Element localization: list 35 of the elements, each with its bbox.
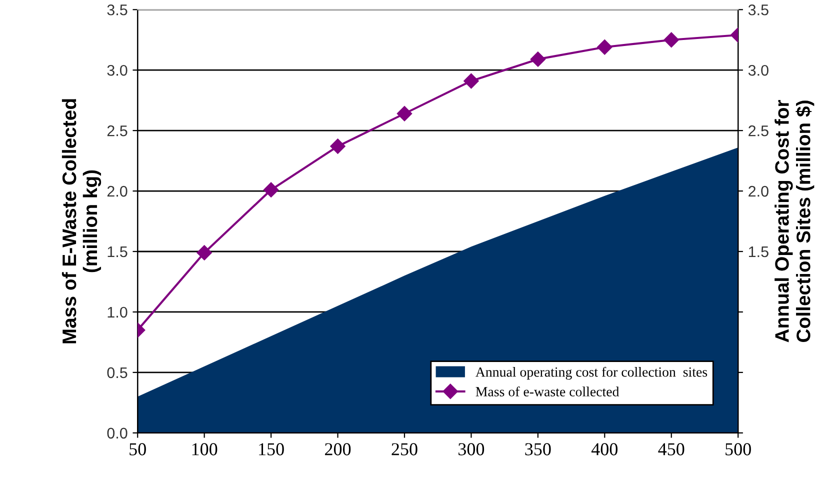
y-tick-label: 3.0 [107, 64, 128, 76]
x-tick-label: 250 [392, 443, 418, 456]
x-tick-label: 500 [726, 443, 751, 456]
point [664, 32, 679, 48]
y-tick-label: 0.5 [107, 367, 128, 378]
point [597, 40, 612, 55]
point [396, 106, 412, 122]
x-tick-label: 400 [591, 443, 618, 456]
x-tick-label: 350 [525, 443, 551, 456]
y-tick-label: 1.0 [108, 306, 128, 318]
y-axis-title: Mass of E-Waste Collected (million kg) [62, 99, 102, 344]
y2-tick-label: 3.0 [748, 64, 768, 76]
legend-label: Mass of e-waste collected [476, 386, 620, 396]
x-tick-label: 300 [458, 443, 484, 456]
x-tick-label: 50 [130, 443, 146, 456]
x-tick-label: 150 [259, 443, 284, 456]
y2-tick-label: 2.0 [748, 186, 768, 197]
x-tick-label: 200 [325, 443, 351, 456]
x-tick-label: 450 [658, 443, 684, 456]
point [196, 245, 212, 260]
y-tick-label: 1.5 [108, 246, 128, 258]
y2-tick-label: 3.5 [748, 4, 768, 16]
y2-tick-label: 1.5 [748, 246, 768, 258]
y2-tick-label: 2.5 [748, 125, 768, 136]
y-tick-label: 3.5 [107, 4, 128, 16]
point [464, 73, 479, 89]
x-tick-label: 100 [192, 443, 218, 456]
point [530, 52, 546, 67]
legend-label: Annual operating cost for collection sites [476, 366, 708, 380]
y2-axis-title: Annual Operating Cost for Collection Sites (million $) [774, 100, 814, 342]
y-tick-label: 0.0 [107, 428, 128, 439]
point [330, 138, 346, 154]
point [263, 182, 279, 198]
y-tick-label: 2.5 [107, 125, 128, 136]
y-tick-label: 2.0 [107, 186, 128, 197]
